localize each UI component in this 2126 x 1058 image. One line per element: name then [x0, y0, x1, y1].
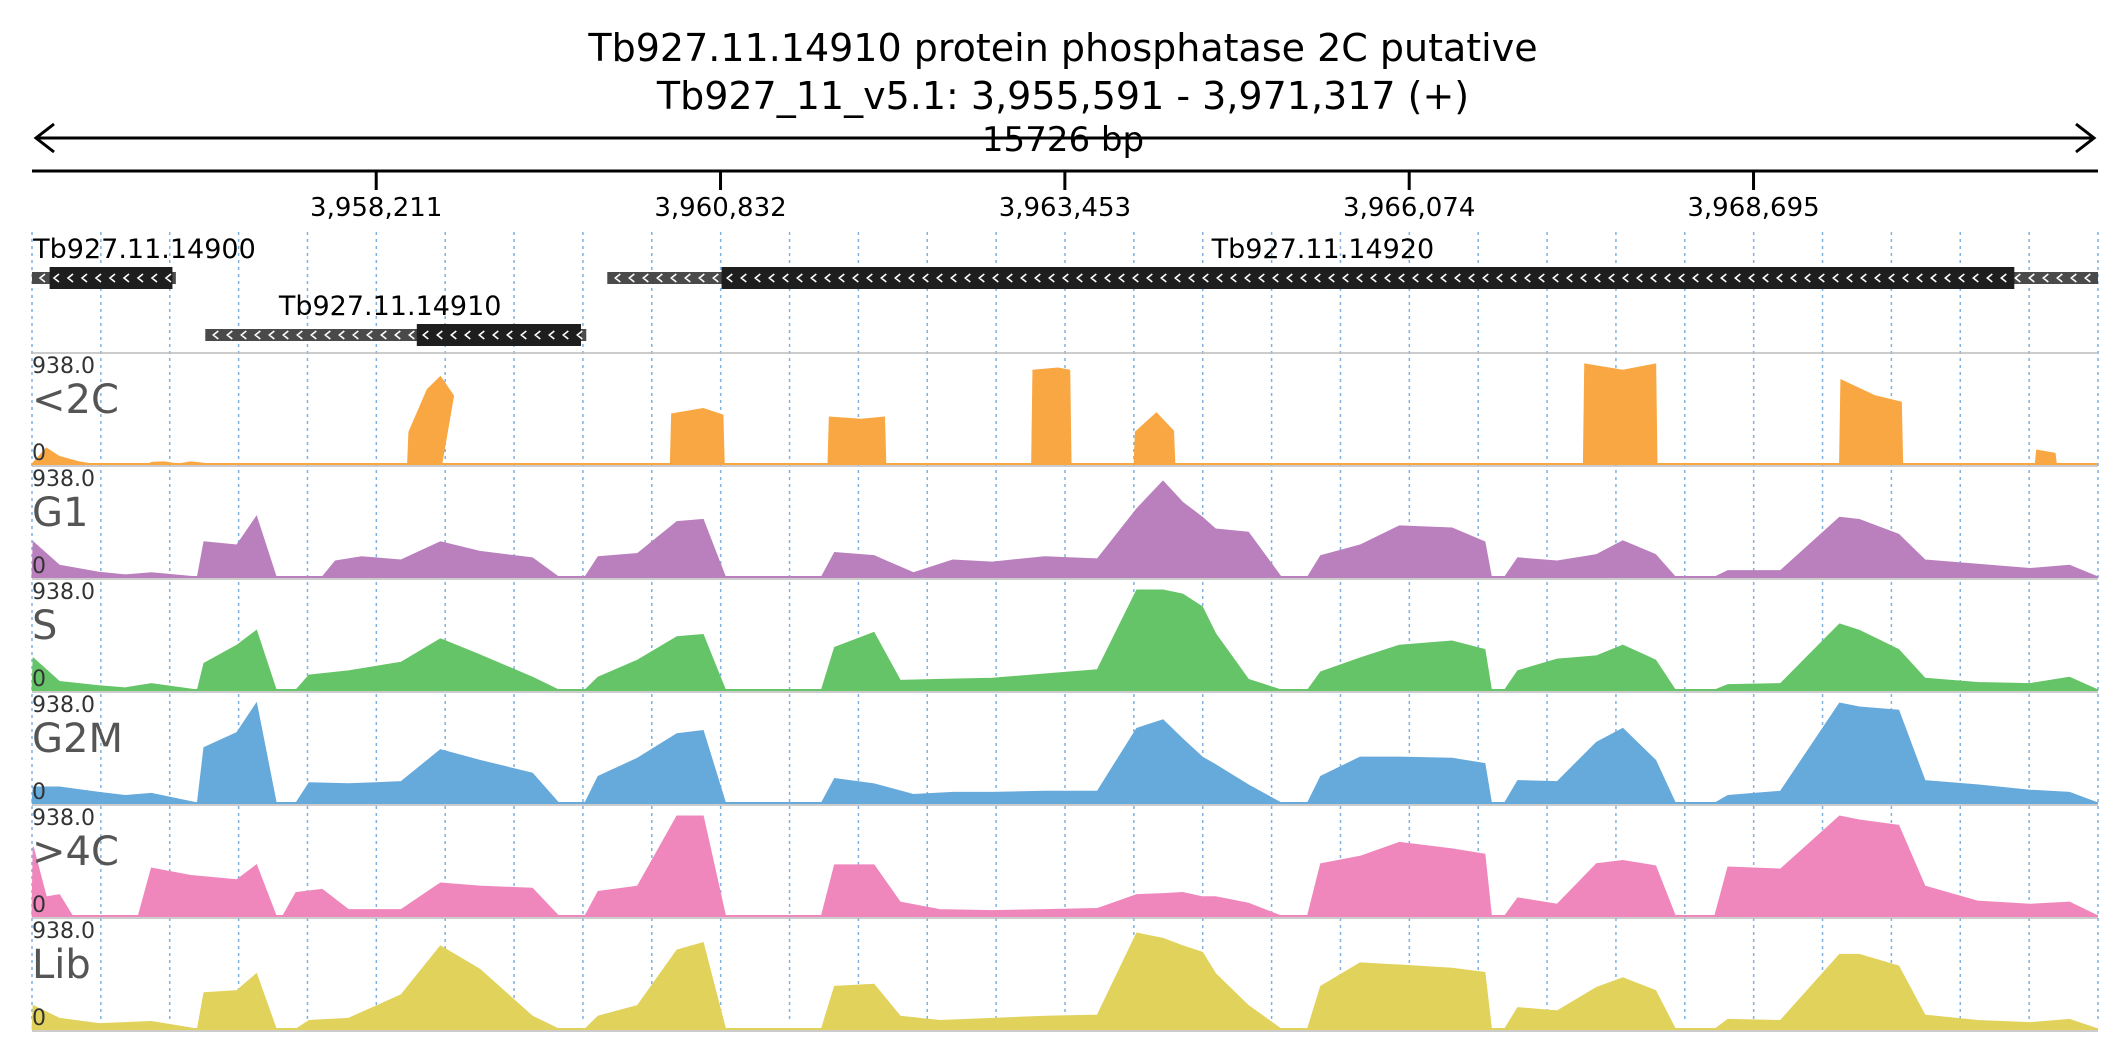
track-max-label: 938.0 [32, 467, 95, 492]
coverage-area [31, 815, 2099, 917]
track-min-label: 0 [32, 780, 46, 805]
coverage-area [30, 363, 2057, 465]
track-max-label: 938.0 [32, 693, 95, 718]
gene-cds [721, 267, 2015, 289]
gene-label: Tb927.11.14910 [278, 291, 502, 322]
span-label: 15726 bp [975, 118, 1151, 162]
gene-strand-chevrons [212, 330, 583, 340]
track-max-label: 938.0 [32, 580, 95, 605]
coverage-track: 938.0 0 G1 [31, 465, 2099, 579]
ruler-tick-label: 3,963,453 [999, 193, 1131, 223]
span-arrow-left-head [33, 122, 55, 154]
locus-title: Tb927_11_v5.1: 3,955,591 - 3,971,317 (+) [656, 74, 1470, 118]
coverage-track: 938.0 0 Lib [31, 917, 2099, 1031]
gene-label: Tb927.11.14900 [32, 234, 256, 265]
track-name-label: >4C [32, 829, 119, 875]
gene-strand-chevrons [614, 273, 2091, 283]
coverage-track: 938.0 0 G2M [31, 691, 2099, 805]
ruler-tick-label: 3,960,832 [654, 193, 786, 223]
span-arrow-right-head [2075, 122, 2097, 154]
track-max-label: 938.0 [32, 354, 95, 379]
coverage-track: 938.0 0 S [31, 578, 2099, 692]
gene-strand-chevrons [38, 273, 172, 283]
coverage-track: 938.0 0 <2C [30, 352, 2098, 466]
track-name-label: Lib [32, 942, 91, 988]
gene-title: Tb927.11.14910 protein phosphatase 2C pu… [588, 26, 1538, 70]
track-min-label: 0 [32, 1006, 46, 1031]
gene-label: Tb927.11.14920 [1211, 234, 1435, 265]
coverage-area [31, 480, 2099, 578]
ruler-tick-label: 3,958,211 [310, 193, 442, 223]
gene-cds [416, 324, 582, 346]
ruler-tick-label: 3,966,074 [1343, 193, 1475, 223]
gene-track: Tb927.11.14900 Tb927.11.14910 Tb927.11.149… [32, 234, 2098, 346]
ruler-tick-label: 3,968,695 [1687, 193, 1819, 223]
coverage-tracks: 938.00<2C938.00G1938.00S938.00G2M938.00>… [30, 352, 2099, 1032]
track-name-label: S [32, 603, 57, 649]
track-name-label: G1 [32, 490, 88, 536]
track-name-label: <2C [32, 377, 119, 423]
track-min-label: 0 [32, 554, 46, 579]
track-min-label: 0 [32, 441, 46, 466]
track-max-label: 938.0 [32, 806, 95, 831]
track-min-label: 0 [32, 667, 46, 692]
track-name-label: G2M [32, 716, 123, 762]
ruler-layer: 3,958,211 3,960,832 3,963,453 3,966,074 3,96… [32, 122, 2098, 223]
coverage-track: 938.0 0 >4C [31, 804, 2099, 918]
track-max-label: 938.0 [32, 919, 95, 944]
track-min-label: 0 [32, 893, 46, 918]
